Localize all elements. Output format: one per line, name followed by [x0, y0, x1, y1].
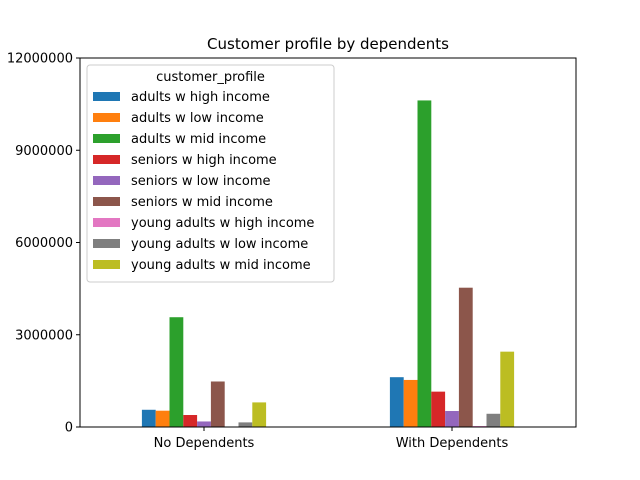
bar-young-adults-w-mid-income-no-dependents: [252, 402, 267, 427]
x-tick-label: No Dependents: [154, 436, 255, 451]
bar-seniors-w-mid-income-no-dependents: [210, 381, 225, 427]
legend-label: young adults w mid income: [131, 258, 311, 273]
legend-label: seniors w high income: [131, 153, 277, 168]
bar-adults-w-mid-income-no-dependents: [169, 317, 184, 427]
legend-label: adults w low income: [131, 111, 264, 126]
y-tick-label: 0: [65, 421, 73, 436]
legend-box: [86, 64, 335, 283]
axes-layer: 0 3000000 6000000 9000000 12000000 No Depende…: [7, 52, 509, 452]
bars-layer: [141, 100, 515, 427]
legend-label: adults w high income: [131, 90, 270, 105]
bar-adults-w-high-income-with-dependents: [389, 377, 404, 427]
bar-seniors-w-low-income-with-dependents: [445, 411, 459, 427]
y-tick-label: 3000000: [15, 328, 73, 343]
bar-adults-w-high-income-no-dependents: [141, 409, 156, 427]
legend-label: seniors w low income: [131, 174, 271, 189]
y-tick-label: 9000000: [15, 144, 73, 159]
bar-seniors-w-high-income-with-dependents: [431, 391, 446, 427]
legend-swatch: [93, 260, 120, 269]
y-tick-label: 12000000: [7, 52, 73, 67]
legend-label: adults w mid income: [131, 132, 266, 147]
x-tick-label: With Dependents: [396, 436, 509, 451]
legend-swatch: [93, 218, 120, 227]
legend-swatch: [93, 155, 120, 164]
bar-young-adults-w-mid-income-with-dependents: [500, 351, 515, 427]
legend-swatch: [93, 92, 120, 101]
bar-adults-w-low-income-no-dependents: [155, 410, 170, 427]
legend-swatch: [93, 239, 120, 248]
bar-young-adults-w-low-income-with-dependents: [486, 413, 501, 427]
legend-label: seniors w mid income: [131, 195, 273, 210]
legend-label: young adults w high income: [131, 216, 314, 231]
legend-swatch: [93, 113, 120, 122]
bar-young-adults-w-low-income-no-dependents: [238, 422, 253, 427]
bar-seniors-w-low-income-no-dependents: [197, 421, 211, 427]
legend-title: customer_profile: [156, 70, 265, 85]
chart-title: Customer profile by dependents: [207, 35, 449, 53]
y-tick-label: 6000000: [15, 236, 73, 251]
legend-label: young adults w low income: [131, 237, 308, 252]
legend-swatch: [93, 134, 120, 143]
bar-seniors-w-mid-income-with-dependents: [458, 287, 473, 427]
bar-adults-w-mid-income-with-dependents: [417, 100, 432, 427]
bar-seniors-w-high-income-no-dependents: [183, 415, 198, 427]
legend-swatch: [93, 197, 120, 206]
legend-swatch: [93, 176, 120, 185]
bar-adults-w-low-income-with-dependents: [403, 379, 418, 427]
